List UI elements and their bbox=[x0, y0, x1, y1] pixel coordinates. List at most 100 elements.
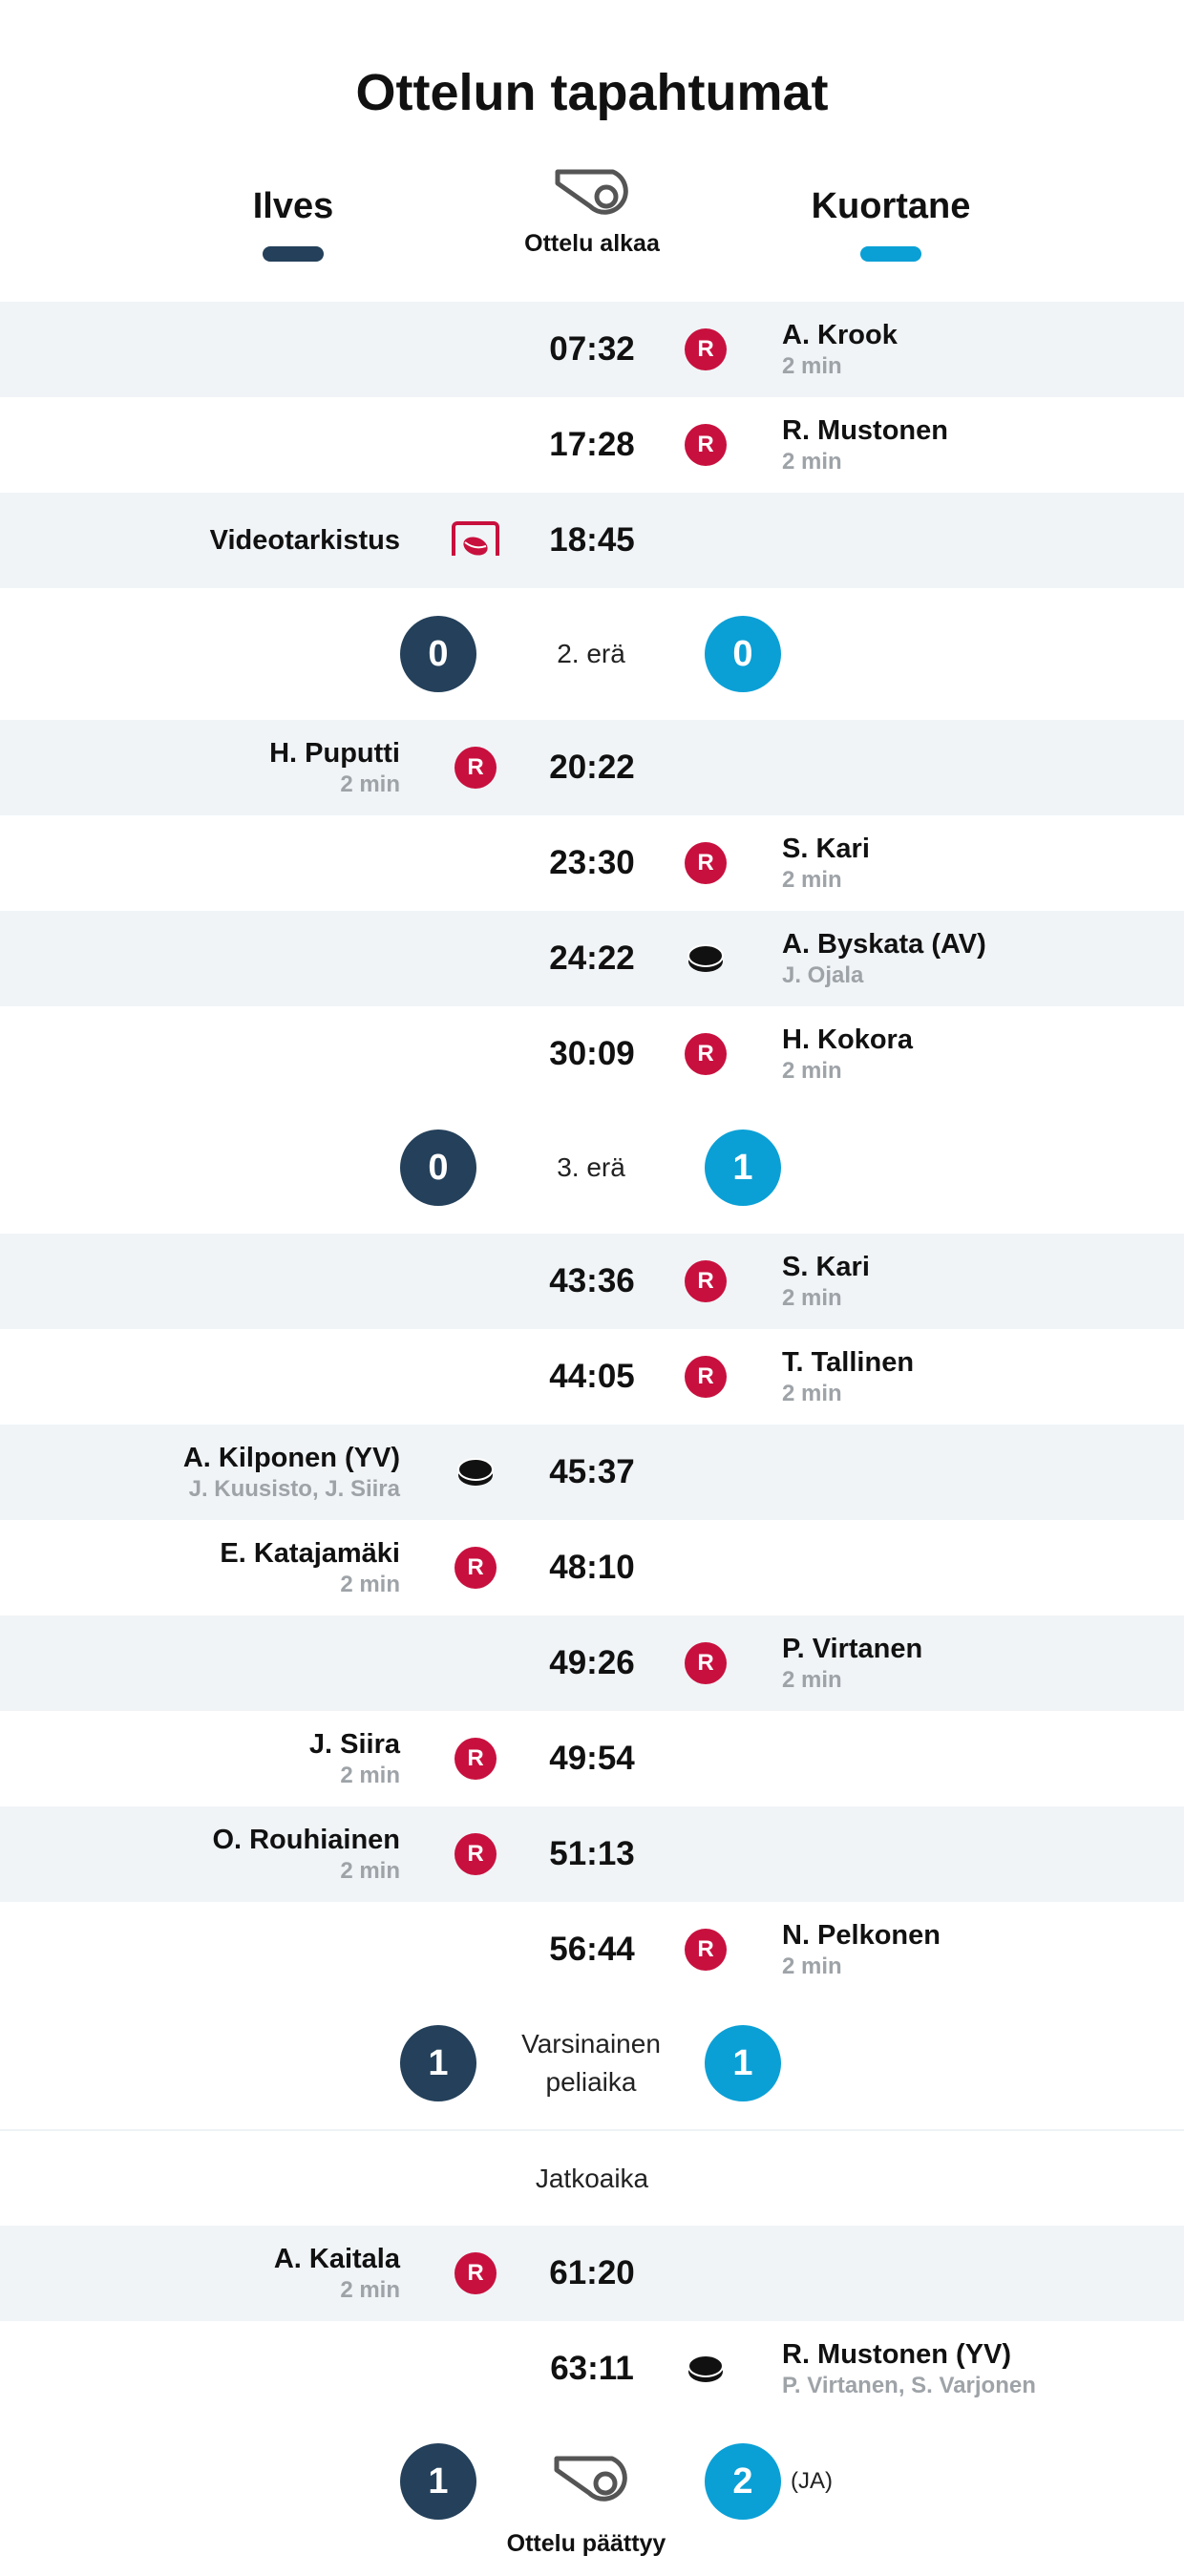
divider bbox=[0, 2129, 1184, 2131]
event-time: 44:05 bbox=[549, 1358, 635, 1395]
away-event-icon bbox=[670, 720, 741, 815]
away-event-icon bbox=[670, 1806, 741, 1902]
home-team-color-bar bbox=[263, 246, 324, 262]
event-row-goal: 24:22 A. Byskata (AV) J. Ojala bbox=[0, 911, 1184, 1006]
home-event-icon bbox=[437, 2321, 514, 2417]
puck-icon bbox=[457, 1458, 494, 1486]
event-player: A. Kaitala bbox=[273, 2244, 400, 2274]
home-event-icon: R bbox=[437, 720, 514, 815]
event-row-penalty: 07:32 R A. Krook 2 min bbox=[0, 302, 1184, 397]
away-event-icon: R bbox=[670, 1329, 741, 1425]
home-event-icon bbox=[437, 1234, 514, 1329]
match-end-label: Ottelu päättyy bbox=[506, 2530, 666, 2557]
penalty-icon: R bbox=[685, 1356, 727, 1398]
puck-icon bbox=[687, 2354, 724, 2382]
puck-icon bbox=[687, 944, 724, 972]
event-row-penalty: 44:05 R T. Tallinen 2 min bbox=[0, 1329, 1184, 1425]
away-event-icon bbox=[670, 1711, 741, 1806]
event-time: 43:36 bbox=[549, 1262, 635, 1299]
home-event-text bbox=[0, 397, 437, 493]
period-summary: 1 Varsinainen peliaika 1 bbox=[0, 1997, 1184, 2129]
away-event-text bbox=[741, 493, 1184, 588]
event-timeline: 07:32 R A. Krook 2 min 17:28 R R. Mustonen 2 mi… bbox=[0, 302, 1184, 2576]
event-detail: J. Kuusisto, J. Siira bbox=[188, 1476, 400, 1502]
away-team: Kuortane bbox=[770, 185, 1012, 302]
event-time: 45:37 bbox=[549, 1453, 635, 1490]
event-player: A. Byskata (AV) bbox=[782, 929, 986, 960]
away-event-icon bbox=[670, 493, 741, 588]
away-event-text bbox=[741, 1520, 1184, 1615]
event-time: 07:32 bbox=[549, 330, 635, 368]
event-time: 30:09 bbox=[549, 1035, 635, 1072]
final-score: 1 2 (JA) Ottelu päättyy bbox=[0, 2417, 1184, 2576]
away-event-text bbox=[741, 720, 1184, 815]
event-player: P. Virtanen bbox=[782, 1634, 923, 1664]
whistle-icon bbox=[555, 169, 628, 215]
event-row-penalty: H. Puputti 2 min R 20:22 bbox=[0, 720, 1184, 815]
period-label: 2. erä bbox=[557, 639, 625, 668]
event-detail: 2 min bbox=[782, 353, 842, 379]
event-row-penalty: 17:28 R R. Mustonen 2 min bbox=[0, 397, 1184, 493]
event-detail: P. Virtanen, S. Varjonen bbox=[782, 2373, 1036, 2398]
event-time: 48:10 bbox=[549, 1549, 635, 1586]
event-player: H. Puputti bbox=[269, 738, 400, 769]
away-event-text bbox=[741, 1806, 1184, 1902]
event-time: 17:28 bbox=[549, 426, 635, 463]
home-event-text bbox=[0, 1006, 437, 1102]
penalty-icon: R bbox=[685, 1260, 727, 1302]
event-row-goal: A. Kilponen (YV) J. Kuusisto, J. Siira 45:… bbox=[0, 1425, 1184, 1520]
away-team-color-bar bbox=[860, 246, 921, 262]
away-event-text bbox=[741, 1425, 1184, 1520]
home-event-icon bbox=[437, 1425, 514, 1520]
event-row-penalty: 43:36 R S. Kari 2 min bbox=[0, 1234, 1184, 1329]
home-score: 1 bbox=[400, 2025, 476, 2101]
event-player: T. Tallinen bbox=[782, 1347, 915, 1378]
event-player: N. Pelkonen bbox=[782, 1920, 941, 1951]
event-row-penalty: 56:44 R N. Pelkonen 2 min bbox=[0, 1902, 1184, 1997]
event-row-penalty: A. Kaitala 2 min R 61:20 bbox=[0, 2226, 1184, 2321]
away-event-icon: R bbox=[670, 302, 741, 397]
home-event-icon: R bbox=[437, 2226, 514, 2321]
overtime-note: (JA) bbox=[791, 2468, 833, 2494]
home-event-text bbox=[0, 2321, 437, 2417]
home-event-text bbox=[0, 1902, 437, 1997]
match-start: Ottelu alkaa bbox=[414, 168, 770, 302]
penalty-icon: R bbox=[685, 842, 727, 884]
away-event-icon bbox=[670, 1520, 741, 1615]
event-player: E. Katajamäki bbox=[220, 1538, 400, 1569]
period-label: 3. erä bbox=[557, 1152, 625, 1182]
away-event-icon bbox=[670, 1425, 741, 1520]
away-score: 1 bbox=[705, 1130, 781, 1206]
away-event-icon bbox=[670, 2321, 741, 2417]
period-summary: 0 2. erä 0 bbox=[0, 588, 1184, 720]
overtime-header: Jatkoaika bbox=[535, 2163, 649, 2193]
event-detail: 2 min bbox=[782, 1953, 842, 1979]
event-detail: 2 min bbox=[782, 867, 842, 893]
home-event-icon bbox=[437, 1006, 514, 1102]
match-start-label: Ottelu alkaa bbox=[524, 230, 660, 257]
away-event-icon: R bbox=[670, 397, 741, 493]
home-event-text bbox=[0, 1234, 437, 1329]
home-event-text: A. Kilponen (YV) J. Kuusisto, J. Siira bbox=[0, 1425, 437, 1520]
event-player: R. Mustonen (YV) bbox=[782, 2339, 1012, 2370]
event-player: O. Rouhiainen bbox=[212, 1825, 400, 1855]
home-event-text bbox=[0, 1615, 437, 1711]
away-event-text bbox=[741, 2226, 1184, 2321]
home-event-text: E. Katajamäki 2 min bbox=[0, 1520, 437, 1615]
home-event-text: H. Puputti 2 min bbox=[0, 720, 437, 815]
event-player: A. Krook bbox=[782, 320, 898, 350]
event-row-goal: 63:11 R. Mustonen (YV) P. Virtanen, S. Var… bbox=[0, 2321, 1184, 2417]
event-player: H. Kokora bbox=[782, 1024, 913, 1055]
event-detail: 2 min bbox=[340, 1572, 400, 1597]
event-detail: 2 min bbox=[340, 2277, 400, 2303]
home-team-name: Ilves bbox=[252, 186, 334, 226]
penalty-icon: R bbox=[455, 1738, 497, 1780]
video-review-icon bbox=[452, 521, 499, 556]
home-event-icon bbox=[437, 1329, 514, 1425]
home-event-text: Videotarkistus bbox=[0, 493, 437, 588]
away-event-text: H. Kokora 2 min bbox=[741, 1006, 1184, 1102]
event-time: 61:20 bbox=[549, 2254, 635, 2291]
home-team: Ilves bbox=[172, 185, 414, 302]
home-event-icon: R bbox=[437, 1711, 514, 1806]
away-event-text: A. Byskata (AV) J. Ojala bbox=[741, 911, 1184, 1006]
